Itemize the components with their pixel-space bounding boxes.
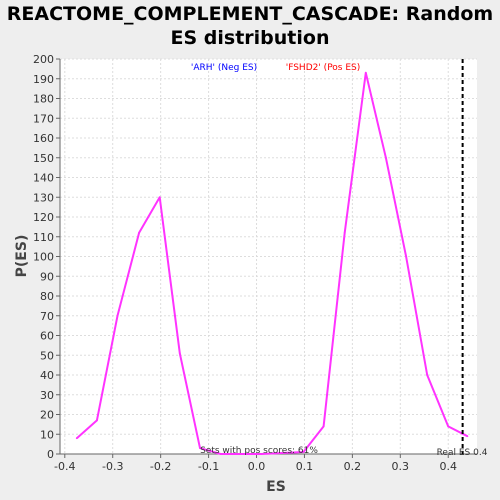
- data-point: [426, 374, 429, 376]
- data-point: [466, 435, 469, 438]
- y-tick-label: 200: [33, 53, 54, 66]
- grid-layer: [60, 58, 477, 455]
- x-tick-label: -0.1: [198, 460, 219, 473]
- y-tick-label: 20: [40, 409, 54, 422]
- data-point: [199, 447, 201, 449]
- ticks-layer: 0 10 20 30 40 50 60 70 80 90 100 110 120 130 140 150 160…: [33, 53, 457, 473]
- x-tick-label: 0.0: [248, 460, 266, 473]
- data-point: [116, 314, 119, 317]
- pos-es-legend-label: 'FSHD2' (Pos ES): [286, 63, 361, 73]
- y-tick-label: 90: [40, 270, 54, 283]
- y-tick-label: 160: [33, 132, 54, 145]
- data-point: [96, 419, 98, 422]
- data-point: [138, 231, 140, 234]
- y-tick-label: 70: [40, 310, 54, 323]
- data-point: [322, 425, 325, 428]
- series-line: [76, 71, 468, 455]
- y-tick-label: 50: [40, 349, 54, 362]
- y-tick-label: 0: [47, 448, 54, 461]
- data-point: [219, 453, 222, 455]
- y-tick-label: 130: [33, 191, 54, 204]
- chart-title: REACTOME_COMPLEMENT_CASCADE: Random ES d…: [0, 2, 500, 50]
- y-tick-label: 120: [33, 211, 54, 224]
- chart-title-line2: ES distribution: [170, 27, 330, 49]
- chart-title-line1: REACTOME_COMPLEMENT_CASCADE: Random: [6, 3, 494, 25]
- data-point: [343, 231, 346, 234]
- pos-scores-annotation: Sets with pos scores: 61%: [200, 446, 318, 456]
- data-point: [158, 196, 161, 199]
- y-tick-label: 80: [40, 290, 54, 303]
- data-point: [260, 453, 263, 455]
- y-tick-label: 40: [40, 369, 54, 382]
- x-tick-label: -0.3: [102, 460, 123, 473]
- y-tick-label: 140: [33, 172, 54, 185]
- x-axis-label: ES: [266, 479, 286, 495]
- data-point: [178, 352, 181, 355]
- data-point: [302, 451, 305, 453]
- data-point: [75, 437, 78, 440]
- data-point: [364, 71, 367, 74]
- data-point: [447, 425, 450, 428]
- y-tick-label: 10: [40, 428, 54, 441]
- neg-es-legend-label: 'ARH' (Neg ES): [191, 63, 257, 73]
- data-point: [405, 255, 407, 258]
- x-tick-label: 0.2: [344, 460, 362, 473]
- data-point: [385, 156, 387, 159]
- y-tick-label: 170: [33, 112, 54, 125]
- x-tick-label: 0.3: [392, 460, 410, 473]
- y-tick-label: 150: [33, 152, 54, 165]
- y-tick-label: 30: [40, 389, 54, 402]
- y-tick-label: 110: [33, 231, 54, 244]
- y-tick-label: 190: [33, 73, 54, 86]
- series-layer: [75, 71, 469, 455]
- y-tick-label: 60: [40, 330, 54, 343]
- x-tick-label: -0.2: [150, 460, 171, 473]
- real-es-annotation: Real ES 0.4: [437, 448, 488, 458]
- y-tick-label: 180: [33, 93, 54, 106]
- x-tick-label: 0.1: [296, 460, 314, 473]
- x-tick-label: 0.4: [439, 460, 457, 473]
- y-tick-label: 100: [33, 251, 54, 264]
- x-tick-label: -0.4: [54, 460, 75, 473]
- y-axis-label: P(ES): [14, 235, 30, 278]
